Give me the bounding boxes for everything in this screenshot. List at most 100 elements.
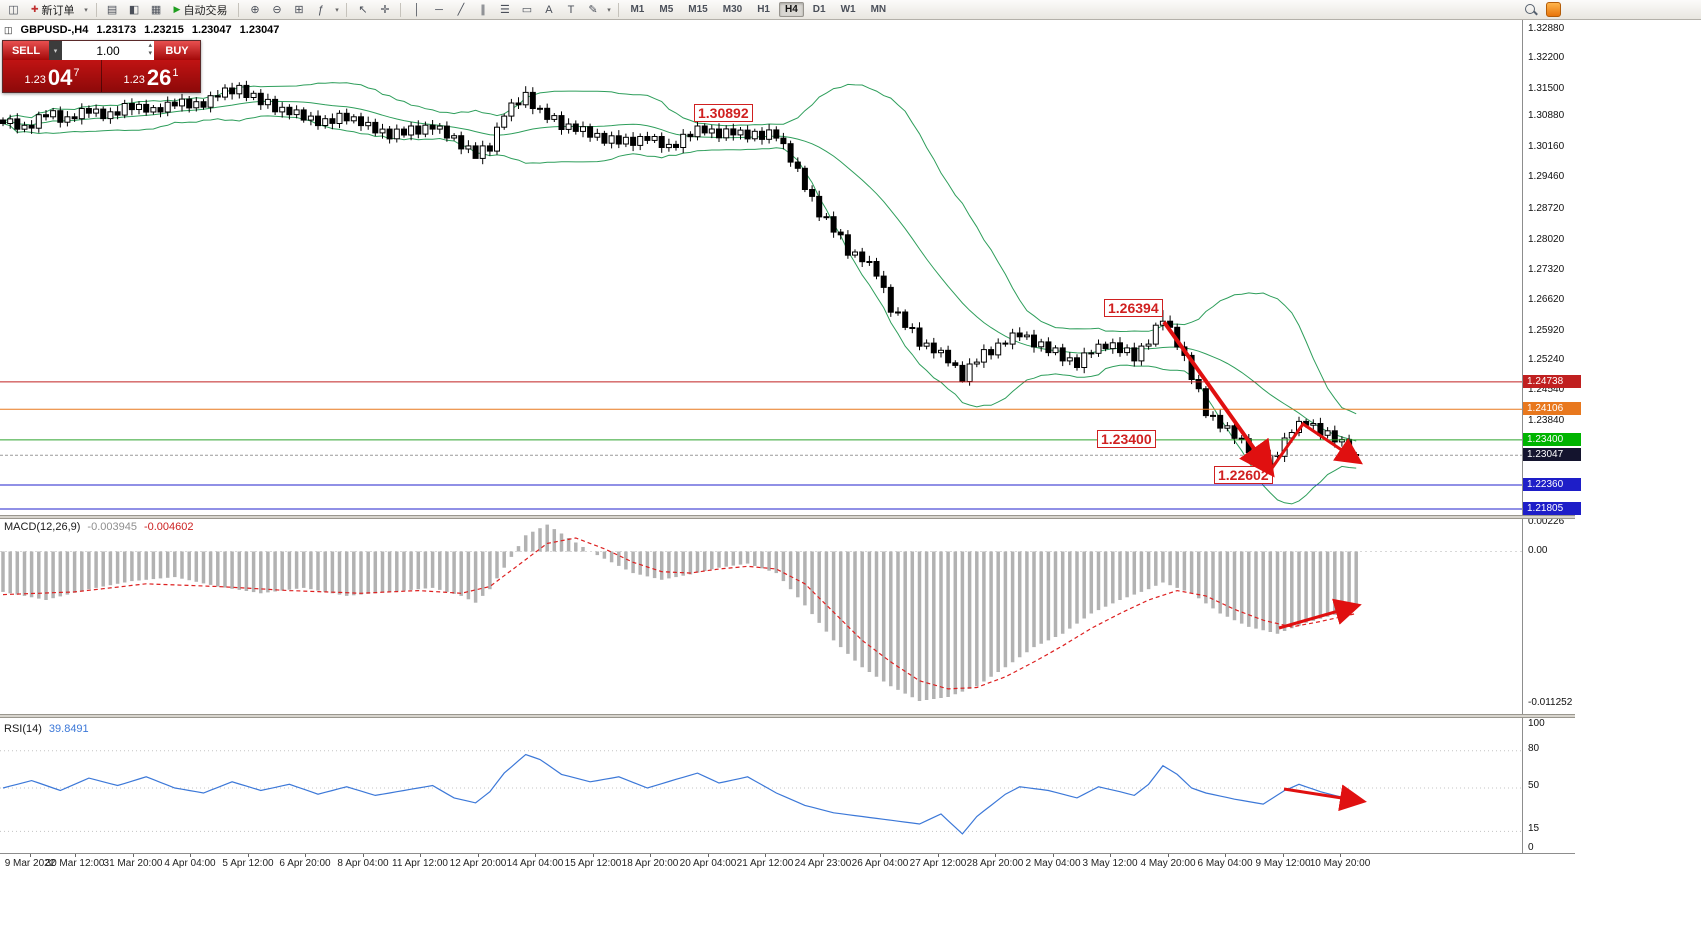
toolbar: ◫ ✚ 新订单 ▾ ▤ ◧ ▦ ▶ 自动交易 ⊕ ⊖ ⊞ ƒ ▾ ↖ ✛ │ ─ ╱ ∥ ☰ ▭ A T ✎ ▾ M1 M5 M15 M… bbox=[0, 0, 1701, 20]
draw-color-icon[interactable]: ✎ bbox=[588, 4, 598, 16]
zoom-in-icon[interactable]: ⊕ bbox=[250, 4, 260, 16]
macd-splitter[interactable] bbox=[0, 515, 1575, 519]
toolbar-separator bbox=[346, 2, 348, 17]
spinner-up-icon[interactable]: ▴ bbox=[148, 42, 152, 49]
text-tool-icon[interactable]: A bbox=[545, 3, 553, 16]
timeframe-d1[interactable]: D1 bbox=[812, 4, 826, 15]
volume-spinner[interactable]: ▴ ▾ bbox=[148, 42, 152, 58]
buy-price[interactable]: 1.23 26 1 bbox=[101, 60, 200, 92]
price-callout[interactable]: 1.30892 bbox=[694, 104, 753, 122]
time-tick bbox=[190, 854, 191, 857]
rsi-axis-label: 15 bbox=[1528, 823, 1540, 834]
price-callout[interactable]: 1.26394 bbox=[1104, 299, 1163, 317]
autotrading-button[interactable]: ▶ 自动交易 bbox=[168, 1, 234, 19]
horizontal-line-icon[interactable]: ─ bbox=[435, 3, 443, 16]
rsi-canvas[interactable] bbox=[0, 720, 1522, 853]
macd-signal-value: -0.004602 bbox=[143, 521, 194, 533]
charts-icon[interactable]: ◧ bbox=[128, 4, 140, 16]
sell-price[interactable]: 1.23 04 7 bbox=[3, 60, 101, 92]
new-chart-icon[interactable]: ◫ bbox=[8, 4, 19, 16]
sell-price-prefix: 1.23 bbox=[24, 74, 46, 86]
main-chart-panel[interactable]: ◫ GBPUSD-,H4 1.23173 1.23215 1.23047 1.2… bbox=[0, 20, 1522, 515]
time-label: 4 Apr 04:00 bbox=[164, 858, 216, 869]
volume-input[interactable]: 1.00 ▴ ▾ bbox=[62, 41, 154, 60]
timeframe-m5[interactable]: M5 bbox=[659, 4, 674, 15]
price-axis[interactable]: 1.32880 1.32200 1.31500 1.30880 1.30160 1.294… bbox=[1523, 20, 1583, 515]
search-icon[interactable] bbox=[1524, 3, 1538, 17]
tile-windows-icon[interactable]: ⊞ bbox=[294, 4, 304, 16]
cursor-icon[interactable]: ↖ bbox=[358, 4, 368, 16]
timeframe-m15[interactable]: M15 bbox=[688, 4, 708, 15]
time-tick bbox=[650, 854, 651, 857]
toolbar-separator bbox=[95, 2, 97, 17]
timeframe-m30[interactable]: M30 bbox=[722, 4, 743, 15]
timeframe-h1[interactable]: H1 bbox=[757, 4, 770, 15]
trade-panel-caret-icon[interactable]: ▾ bbox=[49, 41, 62, 60]
new-order-button[interactable]: ✚ 新订单 bbox=[25, 1, 81, 19]
macd-histogram bbox=[1, 524, 1358, 701]
time-label: 26 Apr 04:00 bbox=[851, 858, 909, 869]
time-axis[interactable]: 9 Mar 2022 30 Mar 12:00 31 Mar 20:00 4 Apr … bbox=[0, 853, 1575, 873]
buy-button[interactable]: BUY bbox=[154, 41, 200, 60]
timeframe-mn[interactable]: MN bbox=[870, 4, 887, 15]
zoom-out-icon[interactable]: ⊖ bbox=[272, 4, 282, 16]
rsi-axis-label: 100 bbox=[1528, 718, 1545, 729]
price-tick: 1.32200 bbox=[1528, 52, 1565, 63]
macd-axis-label: 0.00 bbox=[1528, 545, 1548, 556]
macd-canvas[interactable] bbox=[0, 519, 1522, 712]
time-tick bbox=[478, 854, 479, 857]
alerts-icon[interactable] bbox=[1546, 2, 1561, 17]
time-tick bbox=[30, 854, 31, 857]
time-tick bbox=[363, 854, 364, 857]
time-label: 21 Apr 12:00 bbox=[736, 858, 794, 869]
time-tick bbox=[1225, 854, 1226, 857]
time-label: 31 Mar 20:00 bbox=[103, 858, 163, 869]
rsi-axis-label: 80 bbox=[1528, 743, 1540, 754]
new-order-caret-icon[interactable]: ▾ bbox=[84, 6, 88, 14]
time-label: 3 May 12:00 bbox=[1082, 858, 1138, 869]
price-tick: 1.31500 bbox=[1528, 83, 1565, 94]
spinner-down-icon[interactable]: ▾ bbox=[148, 50, 152, 57]
data-window-icon[interactable]: ▦ bbox=[150, 4, 162, 16]
timeframe-h4[interactable]: H4 bbox=[778, 2, 804, 17]
draw-color-caret-icon[interactable]: ▾ bbox=[607, 6, 611, 14]
price-callout[interactable]: 1.22602 bbox=[1214, 466, 1273, 484]
axis-border bbox=[1522, 20, 1523, 853]
label-tool-icon[interactable]: T bbox=[567, 3, 575, 16]
indicators-caret-icon[interactable]: ▾ bbox=[335, 6, 339, 14]
price-tick: 1.26620 bbox=[1528, 294, 1565, 305]
shapes-icon[interactable]: ▭ bbox=[521, 4, 533, 16]
vertical-line-icon[interactable]: │ bbox=[413, 3, 421, 16]
chart-title: ◫ GBPUSD-,H4 1.23173 1.23215 1.23047 1.2… bbox=[4, 24, 279, 36]
time-label: 27 Apr 12:00 bbox=[909, 858, 967, 869]
indicators-icon[interactable]: ƒ bbox=[317, 3, 325, 16]
macd-panel[interactable] bbox=[0, 519, 1522, 712]
trendline-icon[interactable]: ╱ bbox=[457, 4, 465, 16]
time-label: 4 May 20:00 bbox=[1140, 858, 1196, 869]
buy-price-sup: 1 bbox=[172, 67, 179, 79]
time-tick bbox=[1110, 854, 1111, 857]
rsi-splitter[interactable] bbox=[0, 714, 1575, 718]
time-tick bbox=[1340, 854, 1341, 857]
profiles-icon[interactable]: ▤ bbox=[106, 4, 118, 16]
timeframe-m1[interactable]: M1 bbox=[630, 4, 645, 15]
price-level-chip: 1.21805 bbox=[1523, 502, 1581, 515]
chart-window-icon: ◫ bbox=[4, 24, 13, 35]
time-tick bbox=[995, 854, 996, 857]
channel-icon[interactable]: ∥ bbox=[480, 4, 486, 16]
volume-value: 1.00 bbox=[96, 43, 120, 58]
rsi-panel[interactable] bbox=[0, 720, 1522, 853]
timeframe-w1[interactable]: W1 bbox=[840, 4, 856, 15]
price-tick: 1.29460 bbox=[1528, 171, 1565, 182]
fibonacci-icon[interactable]: ☰ bbox=[500, 4, 510, 16]
buy-price-prefix: 1.23 bbox=[123, 74, 145, 86]
time-tick bbox=[938, 854, 939, 857]
crosshair-icon[interactable]: ✛ bbox=[380, 4, 390, 16]
time-label: 9 May 12:00 bbox=[1255, 858, 1311, 869]
price-callout[interactable]: 1.23400 bbox=[1097, 430, 1156, 448]
main-chart-canvas[interactable] bbox=[0, 20, 1522, 515]
buy-price-big: 26 bbox=[146, 65, 172, 90]
macd-label: MACD(12,26,9) -0.003945 -0.004602 bbox=[4, 521, 194, 533]
sell-button[interactable]: SELL bbox=[3, 41, 49, 60]
